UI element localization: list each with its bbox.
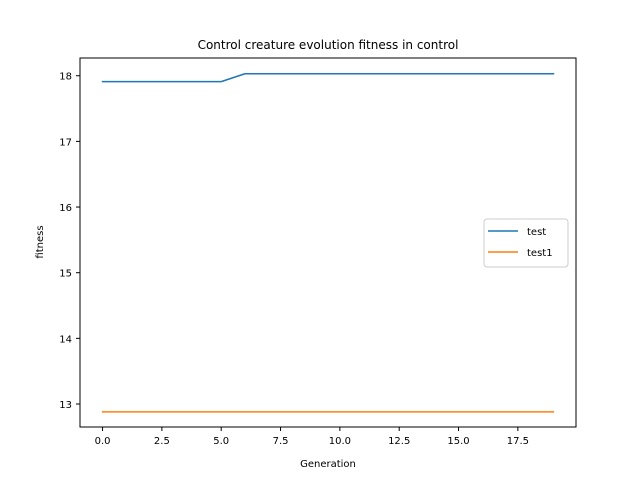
series-line-test (101, 73, 555, 83)
x-tick-label: 5.0 (213, 436, 229, 447)
x-tick-label: 2.5 (154, 436, 170, 447)
y-tick-label: 14 (59, 334, 72, 345)
legend-entries: test test1 (488, 227, 553, 259)
x-tick-label: 15.0 (447, 436, 469, 447)
x-tick-label: 12.5 (388, 436, 410, 447)
y-tick-label: 17 (59, 137, 72, 148)
x-tick-label: 0.0 (95, 436, 111, 447)
y-axis: 13 14 15 16 17 18 (59, 72, 80, 411)
legend: test test1 (483, 218, 569, 268)
y-tick-label: 13 (59, 400, 72, 411)
y-axis-label: fitness (35, 225, 46, 258)
legend-label-test1: test1 (527, 248, 553, 259)
x-tick-label: 17.5 (507, 436, 529, 447)
y-tick-label: 15 (59, 269, 72, 280)
legend-label-test: test (527, 227, 546, 238)
plot-lines (101, 73, 555, 413)
legend-box (483, 218, 569, 268)
x-tick-label: 10.0 (329, 436, 351, 447)
chart-title: Control creature evolution fitness in co… (198, 38, 459, 52)
y-tick-label: 16 (59, 203, 72, 214)
x-axis-label: Generation (300, 459, 356, 470)
x-tick-label: 7.5 (273, 436, 289, 447)
y-tick-label: 18 (59, 72, 72, 83)
plot-frame (79, 57, 577, 428)
x-axis: 0.0 2.5 5.0 7.5 10.0 12.5 15.0 17.5 (95, 427, 529, 447)
